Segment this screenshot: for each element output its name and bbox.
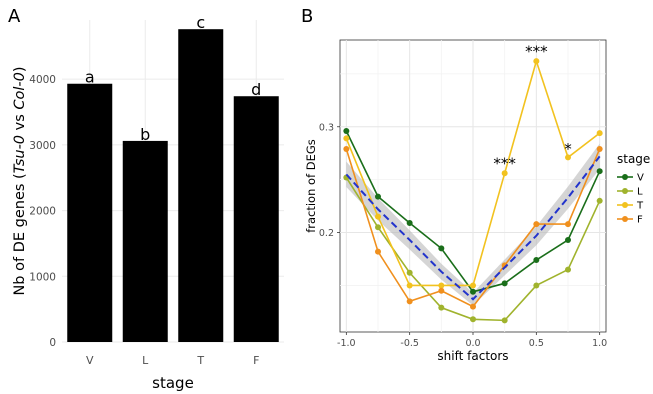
y-tick-label: 0 — [49, 337, 56, 349]
significance-annotations: ******* — [493, 43, 572, 173]
legend-marker — [622, 174, 628, 180]
data-point — [501, 280, 508, 287]
y-tick-label: 0.2 — [319, 228, 334, 239]
bar-v — [67, 83, 113, 342]
trend-line-path — [345, 155, 601, 301]
data-point — [406, 269, 413, 276]
panel-label-b: B — [301, 6, 313, 27]
data-point — [565, 266, 571, 273]
data-point — [501, 170, 508, 177]
legend-label: V — [637, 173, 644, 184]
data-point — [565, 221, 571, 228]
line-x-axis-label: shift factors — [437, 349, 508, 363]
data-point — [375, 213, 381, 220]
x-tick-label: 1.0 — [592, 338, 607, 349]
data-point — [596, 168, 603, 175]
line-chart-panel: B ******* 0.20.3-1.0 -0.5 0.0 0.5 1.0 fracti… — [301, 6, 650, 363]
data-point — [343, 145, 350, 152]
x-tick-label: 0.0 — [465, 338, 480, 349]
legend-item-l: L — [617, 187, 643, 198]
series-f — [343, 145, 603, 310]
x-tick-label: L — [142, 354, 149, 367]
bar-l — [122, 140, 168, 342]
y-tick-label: 1000 — [29, 271, 56, 283]
x-tick-label: T — [196, 354, 204, 367]
y-tick-label: 2000 — [29, 206, 56, 218]
data-point — [406, 220, 413, 227]
data-point — [470, 303, 476, 310]
legend-marker — [622, 216, 628, 222]
data-point — [375, 224, 381, 231]
series-t — [343, 58, 603, 289]
x-tick-label: V — [86, 354, 94, 367]
legend-marker — [622, 202, 628, 208]
data-point — [343, 135, 350, 142]
line-series — [343, 58, 603, 324]
y-tick-label: 0.3 — [319, 122, 334, 133]
data-point — [470, 316, 476, 323]
bar-chart-panel: A a b c d 0 1000 2000 3000 4000 V L T F Nb of DE ge… — [8, 6, 284, 392]
bar-letter-label: a — [85, 68, 95, 87]
data-point — [533, 58, 540, 65]
data-point — [375, 193, 381, 200]
significance-marker: *** — [525, 43, 548, 61]
line-y-axis-label: fraction of DEGs — [304, 139, 318, 233]
bars: a b c d — [67, 13, 279, 342]
data-point — [533, 221, 540, 228]
bar-x-axis-label: stage — [152, 374, 194, 392]
x-tick-label: -1.0 — [337, 338, 356, 349]
bar-letter-label: c — [196, 13, 205, 32]
series-l — [343, 174, 603, 324]
data-point — [596, 197, 603, 204]
data-point — [565, 236, 571, 243]
data-point — [343, 127, 350, 134]
data-point — [596, 145, 603, 152]
bar-t — [178, 29, 224, 342]
data-point — [406, 298, 413, 305]
data-point — [438, 245, 445, 252]
legend-marker — [622, 188, 628, 194]
bar-y-axis-label: Nb of DE genes (Tsu-0 vs Col-0) — [12, 66, 28, 295]
bar-axis-ticks: 0 1000 2000 3000 4000 V L T F — [29, 74, 259, 367]
y-tick-label: 3000 — [29, 140, 56, 152]
data-point — [438, 282, 445, 289]
series-v — [343, 127, 603, 295]
bar-letter-label: b — [140, 125, 150, 144]
legend-item-v: V — [617, 173, 644, 184]
legend-item-f: F — [617, 215, 643, 226]
data-point — [438, 304, 445, 311]
significance-marker: * — [564, 140, 572, 158]
data-point — [470, 282, 476, 289]
legend-item-t: T — [617, 201, 644, 212]
x-tick-label: 0.5 — [529, 338, 544, 349]
x-tick-label: F — [253, 354, 259, 367]
data-point — [470, 288, 476, 295]
legend-label: L — [637, 187, 643, 198]
line-axis-ticks: 0.2 0.3 -1.0 -0.5 0.0 0.5 1.0 — [319, 122, 607, 349]
panel-label-a: A — [8, 6, 21, 27]
data-point — [406, 282, 413, 289]
legend-label: T — [636, 201, 644, 212]
data-point — [533, 282, 540, 289]
data-point — [596, 130, 603, 137]
legend-label: F — [637, 215, 643, 226]
data-point — [565, 154, 571, 161]
bar-letter-label: d — [251, 80, 261, 99]
y-tick-label: 4000 — [29, 74, 56, 86]
data-point — [375, 248, 381, 255]
legend-title: stage — [617, 152, 650, 166]
data-point — [533, 257, 540, 264]
trend-line — [345, 155, 601, 301]
data-point — [501, 317, 508, 324]
bar-f — [233, 96, 279, 342]
data-point — [438, 287, 445, 294]
significance-marker: *** — [493, 155, 516, 173]
x-tick-label: -0.5 — [400, 338, 419, 349]
